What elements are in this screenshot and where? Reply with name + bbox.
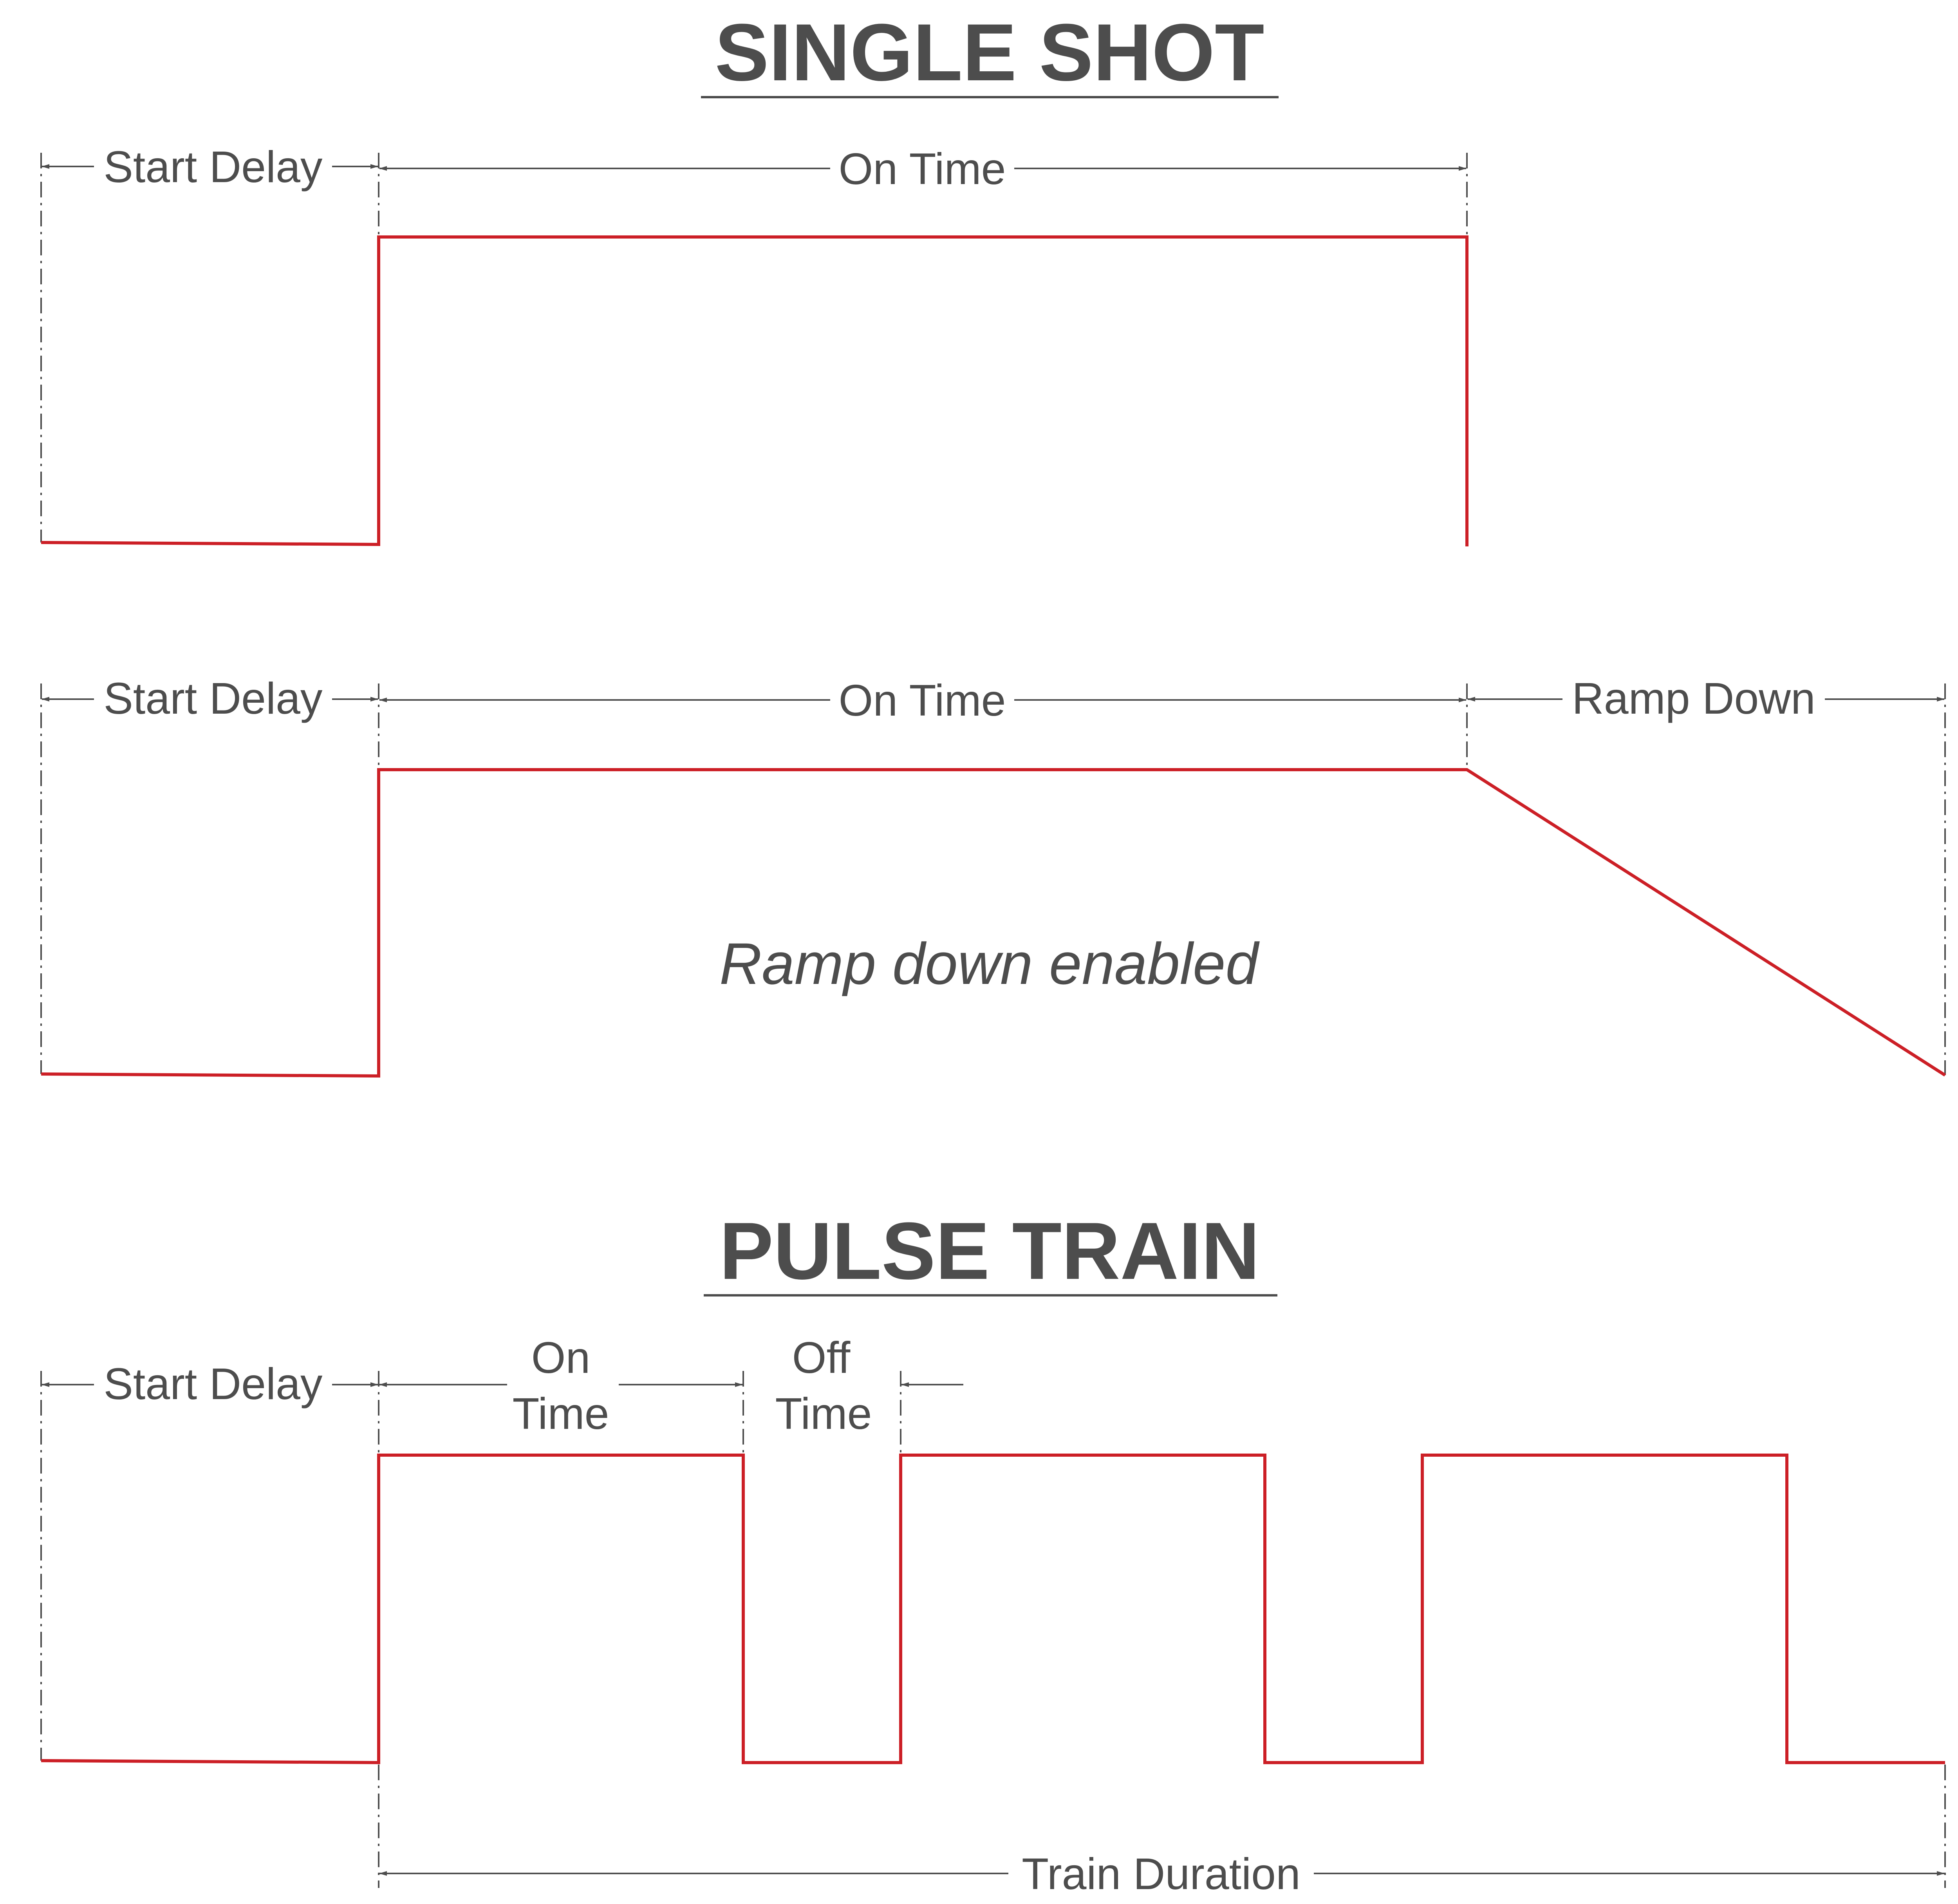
- pulse-train-title: PULSE TRAIN: [719, 1206, 1260, 1296]
- start-delay-label: Start Delay: [104, 674, 323, 723]
- ramp-down-signal: [41, 768, 1946, 1078]
- off-time-label-line1: Off: [792, 1333, 851, 1382]
- on-time-label: On Time: [838, 676, 1006, 725]
- start-delay-label: Start Delay: [104, 142, 323, 192]
- single-shot-signal: [41, 235, 1468, 546]
- train-duration-label: Train Duration: [1022, 1849, 1301, 1899]
- off-time-label-line2: Time: [775, 1389, 872, 1438]
- single-shot-title: SINGLE SHOT: [715, 7, 1264, 98]
- start-delay-label: Start Delay: [104, 1359, 323, 1409]
- ramp-down-enabled-note: Ramp down enabled: [719, 931, 1260, 996]
- ramp-down-label: Ramp Down: [1572, 674, 1815, 723]
- on-time-label-line1: On: [531, 1333, 591, 1382]
- on-time-label: On Time: [838, 144, 1006, 193]
- on-time-label-line2: Time: [513, 1389, 609, 1438]
- pulse-train-signal: [41, 1454, 1945, 1765]
